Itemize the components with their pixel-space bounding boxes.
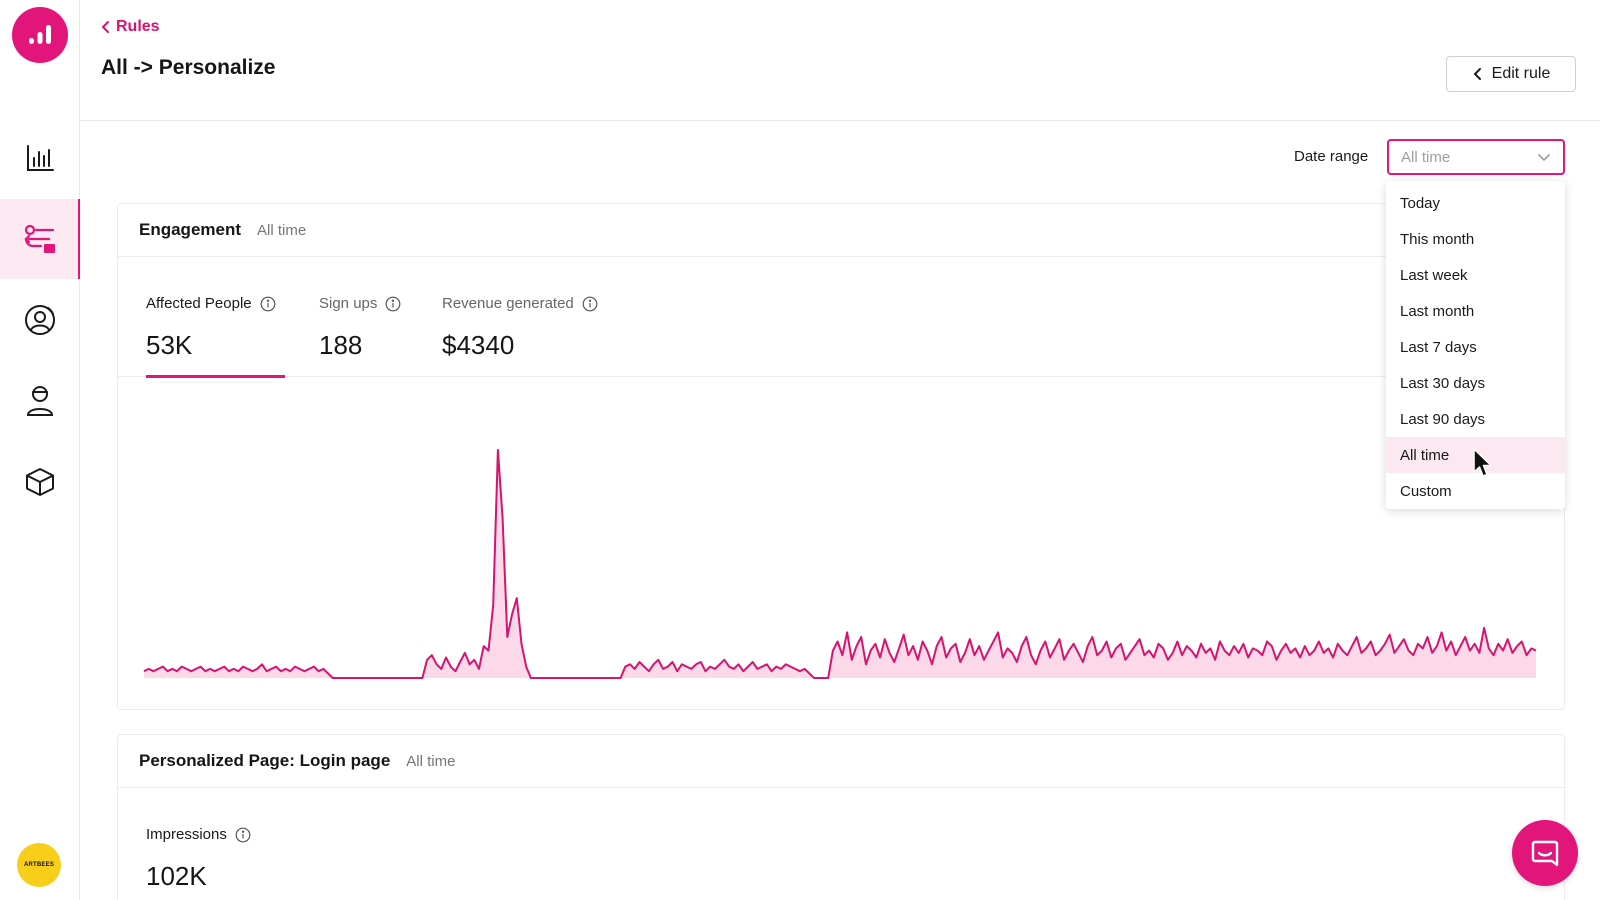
- chart-line: [143, 449, 1537, 679]
- rules-toggle-icon: [23, 224, 55, 253]
- metric-tab-revenue-generated[interactable]: Revenue generated $4340: [442, 257, 612, 377]
- breadcrumb-label: Rules: [116, 18, 160, 35]
- metric-label-wrap: Impressions: [146, 826, 251, 843]
- bar-chart-icon: [26, 145, 54, 171]
- sidebar-item-profile[interactable]: [0, 361, 79, 441]
- personalized-page-card: Personalized Page: Login page All time I…: [117, 734, 1565, 900]
- person-icon: [26, 386, 53, 416]
- metric-impressions[interactable]: Impressions 102K: [146, 788, 306, 900]
- personalized-header: Personalized Page: Login page All time: [118, 735, 1564, 788]
- edit-rule-button[interactable]: Edit rule: [1446, 56, 1576, 92]
- cube-icon: [25, 468, 54, 496]
- metric-label: Sign ups: [319, 295, 378, 312]
- date-option-last-month[interactable]: Last month: [1400, 302, 1475, 320]
- sidebar-item-products[interactable]: [0, 442, 79, 522]
- info-icon[interactable]: [582, 296, 598, 312]
- metric-label: Affected People: [146, 295, 252, 312]
- sidebar-item-rules[interactable]: [0, 199, 80, 279]
- date-option-today[interactable]: Today: [1400, 194, 1441, 212]
- chat-support-button[interactable]: [1512, 820, 1578, 886]
- engagement-title: Engagement: [139, 220, 242, 239]
- info-icon[interactable]: [385, 296, 401, 312]
- avatar-label: ARTBEES: [23, 862, 55, 868]
- date-option-last-7-days[interactable]: Last 7 days: [1400, 338, 1477, 356]
- date-range-value: All time: [1401, 148, 1451, 166]
- page-title: All -> Personalize: [101, 56, 276, 79]
- metric-label-wrap: Revenue generated: [442, 295, 598, 312]
- mouse-cursor-icon: [1473, 448, 1492, 477]
- sidebar-item-audience[interactable]: [0, 280, 79, 360]
- engagement-subtitle: All time: [257, 221, 307, 239]
- metric-tab-affected-people[interactable]: Affected People 53K: [146, 257, 285, 378]
- active-tab-indicator: [146, 375, 285, 378]
- metric-value: 188: [319, 330, 363, 360]
- sidebar-item-analytics[interactable]: [0, 118, 79, 198]
- metric-tab-sign-ups[interactable]: Sign ups 188: [319, 257, 409, 377]
- breadcrumb[interactable]: Rules: [100, 18, 160, 36]
- metric-label: Revenue generated: [442, 295, 574, 312]
- engagement-metrics: Affected People 53K Sign ups 188 Revenue…: [118, 257, 1564, 378]
- date-option-last-week[interactable]: Last week: [1400, 266, 1468, 284]
- chat-icon: [1531, 840, 1559, 867]
- metric-value: 102K: [146, 861, 207, 891]
- avatar[interactable]: ARTBEES: [17, 843, 61, 887]
- metric-label-wrap: Affected People: [146, 295, 276, 312]
- info-icon[interactable]: [235, 827, 251, 843]
- user-circle-icon: [24, 305, 55, 335]
- chevron-down-icon: [1538, 154, 1550, 162]
- chart-area: [144, 450, 1536, 678]
- header-divider: [80, 120, 1600, 121]
- metric-label-wrap: Sign ups: [319, 295, 401, 312]
- info-icon[interactable]: [260, 296, 276, 312]
- metric-label: Impressions: [146, 826, 227, 843]
- engagement-header: Engagement All time: [118, 204, 1564, 257]
- personalized-title: Personalized Page: Login page: [139, 751, 391, 770]
- date-option-custom[interactable]: Custom: [1400, 482, 1452, 500]
- app-logo[interactable]: [12, 7, 68, 63]
- date-range-select[interactable]: All time: [1387, 139, 1565, 175]
- date-range-label: Date range: [1294, 148, 1369, 165]
- date-option-last-30-days[interactable]: Last 30 days: [1400, 374, 1486, 392]
- engagement-chart: [143, 449, 1537, 679]
- chevron-left-icon: [1473, 68, 1481, 80]
- personalized-subtitle: All time: [406, 752, 456, 770]
- bar-chart-logo-icon: [29, 25, 51, 44]
- date-option-last-90-days[interactable]: Last 90 days: [1400, 410, 1486, 428]
- metric-value: 53K: [146, 330, 193, 360]
- chevron-left-icon: [101, 21, 109, 33]
- engagement-card: Engagement All time Affected People 53K …: [117, 203, 1565, 710]
- date-option-this-month[interactable]: This month: [1400, 230, 1475, 248]
- metric-value: $4340: [442, 330, 515, 360]
- edit-rule-label: Edit rule: [1491, 65, 1551, 82]
- sidebar: ARTBEES: [0, 0, 80, 900]
